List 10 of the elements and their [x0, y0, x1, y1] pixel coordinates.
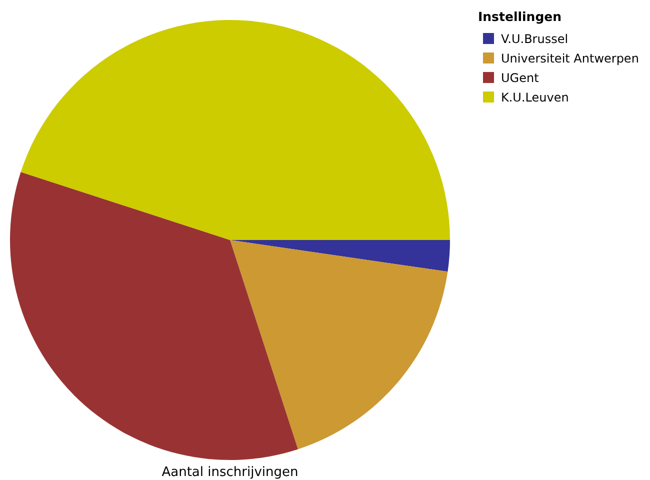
pie-slice: [230, 240, 448, 450]
pie-slice: [20, 20, 450, 240]
pie-slice: [10, 172, 298, 460]
pie-slice: [230, 240, 450, 272]
legend-label: Universiteit Antwerpen: [501, 52, 639, 66]
legend-label: V.U.Brussel: [501, 32, 568, 46]
legend-label: UGent: [501, 71, 540, 85]
legend-label: K.U.Leuven: [501, 90, 569, 104]
text: Aantal inschrijvingen: [162, 465, 298, 480]
legend-title: Instellingen: [478, 9, 562, 24]
